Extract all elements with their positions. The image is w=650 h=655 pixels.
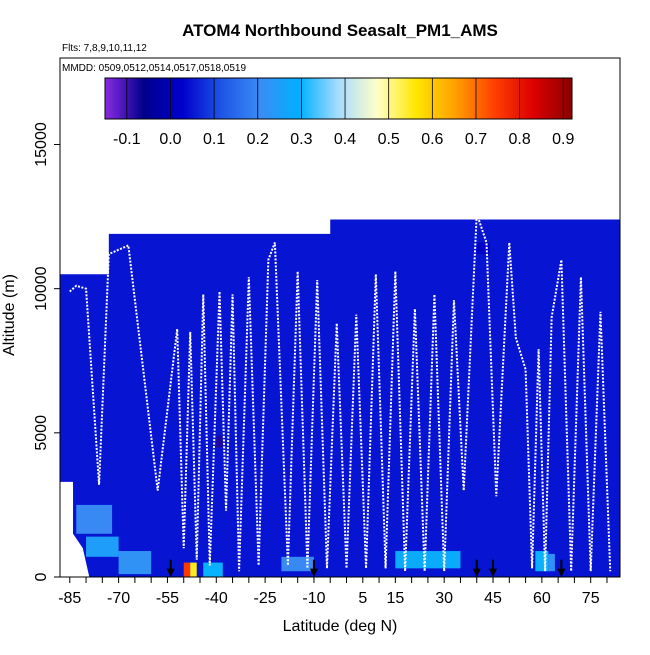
x-axis-label: Latitude (deg N) xyxy=(283,618,398,635)
colorbar-tick-label: 0.9 xyxy=(552,131,574,148)
y-tick-label: 0 xyxy=(33,572,50,581)
chart-title: ATOM4 Northbound Seasalt_PM1_AMS xyxy=(182,21,498,40)
arrow-head xyxy=(166,568,175,577)
data-cell xyxy=(76,504,113,534)
arrow-head xyxy=(472,568,481,577)
colorbar-tick-label: 0.1 xyxy=(203,131,225,148)
colorbar: -0.1 0.0 0.1 0.2 0.3 0.4 0.5 0.6 0.7 0.8 0.9 xyxy=(104,77,574,148)
data-cell xyxy=(216,435,223,448)
arrow-head xyxy=(489,568,498,577)
dates-label: MMDD: 0509,0512,0514,0517,0518,0519 xyxy=(62,63,246,74)
profile-arrow xyxy=(557,559,566,577)
y-tick-label: 5000 xyxy=(33,415,50,451)
colorbar-bar xyxy=(104,77,573,120)
y-tick-label: 10000 xyxy=(33,266,50,311)
data-cell xyxy=(190,562,197,577)
data-cell xyxy=(476,242,490,255)
x-tick-label: 5 xyxy=(358,590,367,607)
arrow-head xyxy=(557,568,566,577)
colorbar-tick-label: 0.7 xyxy=(465,131,487,148)
flights-label: Flts: 7,8,9,10,11,12 xyxy=(62,43,147,54)
x-tick-label: -10 xyxy=(302,590,325,607)
x-tick-label: -85 xyxy=(58,590,81,607)
data-cell xyxy=(548,553,555,572)
profile-arrow xyxy=(166,559,175,577)
data-cell xyxy=(281,556,314,572)
profile-arrow xyxy=(489,559,498,577)
no-data-region xyxy=(60,481,90,577)
flight-track xyxy=(69,213,612,572)
x-axis: -85 -70 -55 -40 -25 -10 5 15 30 45 60 75 xyxy=(58,577,608,607)
x-tick-label: 60 xyxy=(533,590,551,607)
colorbar-tick-label: 0.5 xyxy=(378,131,400,148)
plot-area xyxy=(59,57,621,578)
colorbar-tick-label: 0.8 xyxy=(509,131,531,148)
colorbar-tick-label: 0.0 xyxy=(159,131,181,148)
data-cell xyxy=(183,562,191,577)
x-tick-label: 45 xyxy=(484,590,502,607)
y-axis: 0 5000 10000 15000 xyxy=(33,122,60,581)
data-cell xyxy=(118,551,152,575)
plot-frame xyxy=(59,57,621,578)
colorbar-tick-label: 0.3 xyxy=(290,131,312,148)
y-tick-label: 15000 xyxy=(33,122,50,167)
x-tick-label: -25 xyxy=(254,590,277,607)
colorbar-tick-label: 0.4 xyxy=(334,131,356,148)
colorbar-tick-label: 0.6 xyxy=(421,131,443,148)
x-tick-label: -70 xyxy=(107,590,130,607)
x-tick-label: -40 xyxy=(205,590,228,607)
colorbar-tick-label: 0.2 xyxy=(247,131,269,148)
arrow-head xyxy=(309,568,318,577)
data-cell xyxy=(86,536,119,557)
x-tick-label: -55 xyxy=(156,590,179,607)
colorbar-tick-label: -0.1 xyxy=(113,131,141,148)
y-axis-label: Altitude (m) xyxy=(1,274,18,356)
x-tick-label: 30 xyxy=(435,590,453,607)
profile-arrow xyxy=(472,559,481,577)
data-cell xyxy=(203,562,223,577)
profile-arrow xyxy=(309,559,318,577)
x-tick-label: 75 xyxy=(582,590,600,607)
x-tick-label: 15 xyxy=(386,590,404,607)
